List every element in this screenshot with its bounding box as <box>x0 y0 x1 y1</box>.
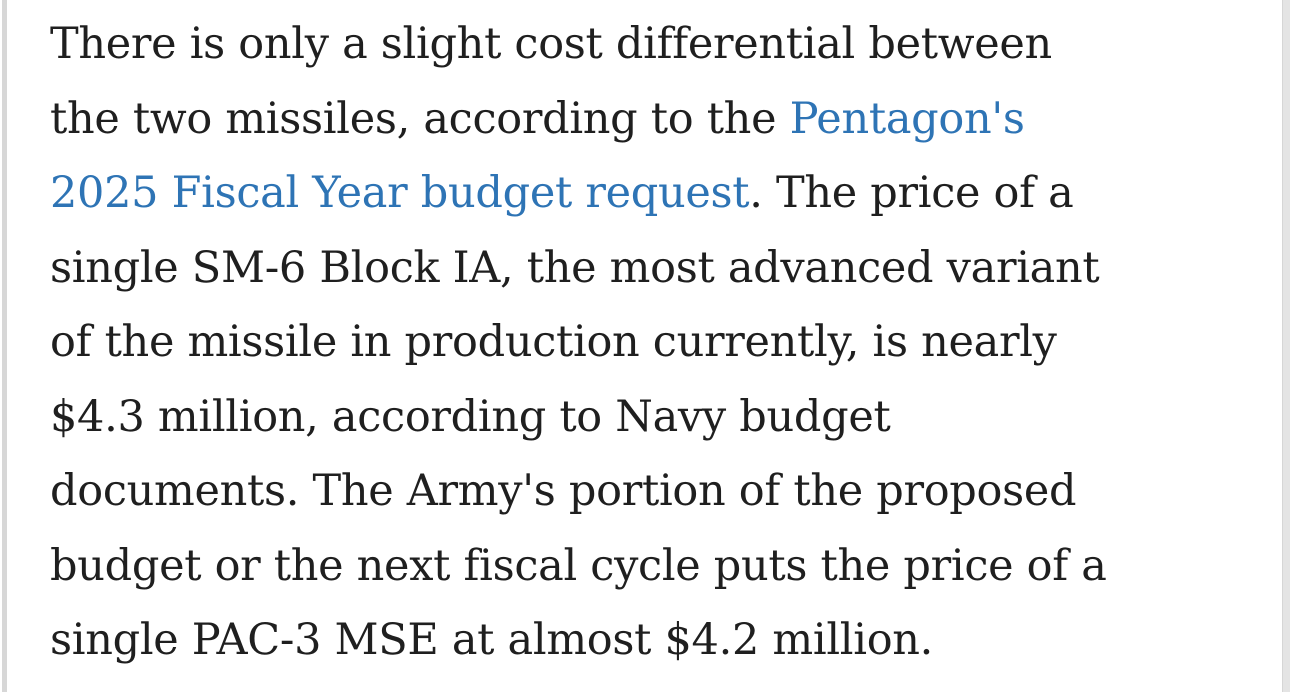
paragraph-text: the two missiles, according to the <box>50 93 790 144</box>
paragraph-text: budget or the next fiscal cycle puts the… <box>50 540 1107 591</box>
paragraph-text: There is only a slight cost differential… <box>50 19 1052 69</box>
text-line: There is only a slight cost differential… <box>50 7 1260 82</box>
paragraph: There is only a slight cost differential… <box>50 7 1260 678</box>
text-line: single PAC-3 MSE at almost $4.2 million. <box>50 603 1260 678</box>
paragraph-text: single PAC-3 MSE at almost $4.2 million. <box>50 615 934 665</box>
text-line: $4.3 million, according to Navy budget <box>50 380 1260 455</box>
paragraph-text: . The price of a <box>749 168 1074 218</box>
left-edge-bar <box>2 0 7 692</box>
right-gutter <box>1282 0 1290 692</box>
pentagon-budget-request-link[interactable]: Pentagon's <box>789 93 1025 144</box>
pentagon-budget-request-link[interactable]: 2025 Fiscal Year budget request <box>50 168 750 218</box>
text-line: budget or the next fiscal cycle puts the… <box>50 529 1260 604</box>
paragraph-text: single SM-6 Block IA, the most advanced … <box>50 242 1100 293</box>
paragraph-text: of the missile in production currently, … <box>50 317 1057 367</box>
text-line: of the missile in production currently, … <box>50 305 1260 380</box>
article-body: There is only a slight cost differential… <box>50 7 1260 678</box>
paragraph-text: documents. The Army's portion of the pro… <box>50 466 1077 516</box>
text-line: the two missiles, according to the Penta… <box>50 82 1260 157</box>
text-line: documents. The Army's portion of the pro… <box>50 454 1260 529</box>
text-line: single SM-6 Block IA, the most advanced … <box>50 231 1260 306</box>
paragraph-text: $4.3 million, according to Navy budget <box>50 391 891 442</box>
text-line: 2025 Fiscal Year budget request. The pri… <box>50 156 1260 231</box>
